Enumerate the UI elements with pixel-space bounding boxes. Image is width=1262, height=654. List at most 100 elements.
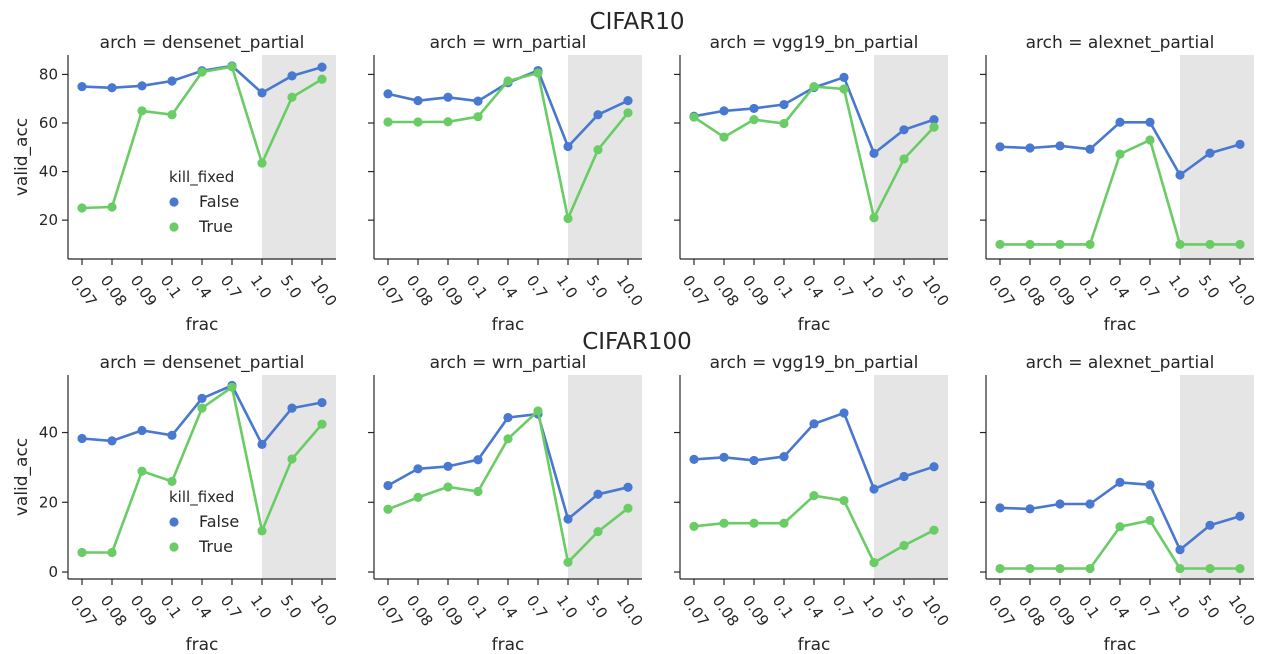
x-tick-label: 0.08 bbox=[1015, 272, 1049, 310]
data-point-true bbox=[287, 454, 297, 464]
x-tick-label: 0.7 bbox=[217, 272, 245, 302]
x-tick-label: 0.08 bbox=[97, 592, 131, 630]
data-point-true bbox=[809, 491, 819, 501]
data-point-false bbox=[167, 430, 177, 440]
x-tick-label: 0.08 bbox=[97, 272, 131, 310]
x-tick-label: 10.0 bbox=[613, 272, 647, 310]
data-point-false bbox=[1085, 144, 1095, 154]
x-axis-label: frac bbox=[492, 315, 525, 335]
shaded-region bbox=[568, 55, 642, 259]
panel-0-1: 0.070.080.090.1 0.4 0.7 1.0 5.0 10.0 arch = wr… bbox=[368, 33, 647, 335]
x-tick-label: 0.08 bbox=[709, 272, 743, 310]
x-tick-label: 5.0 bbox=[1195, 272, 1223, 302]
x-tick-label: 0.07 bbox=[679, 592, 713, 630]
data-point-false bbox=[257, 88, 267, 98]
panel-title: arch = alexnet_partial bbox=[1026, 33, 1215, 53]
x-tick-label: 0.08 bbox=[403, 592, 437, 630]
x-tick-label: 1.0 bbox=[247, 272, 275, 302]
data-point-true bbox=[689, 521, 699, 531]
data-point-false bbox=[1145, 480, 1155, 490]
x-tick-label: 0.08 bbox=[709, 592, 743, 630]
legend-marker-false bbox=[169, 517, 179, 527]
legend-label-true: True bbox=[198, 537, 233, 556]
data-point-true bbox=[749, 115, 759, 125]
x-tick-label: 0.09 bbox=[739, 592, 773, 630]
legend: kill_fixed False True bbox=[169, 168, 239, 236]
x-tick-label: 1.0 bbox=[553, 592, 581, 622]
x-tick-label: 0.07 bbox=[373, 592, 407, 630]
data-point-false bbox=[689, 454, 699, 464]
shaded-region bbox=[874, 55, 948, 259]
panel-1-2: 0.070.080.090.1 0.4 0.7 1.0 5.0 10.0 arch = vg… bbox=[674, 353, 953, 654]
data-point-true bbox=[623, 503, 633, 513]
x-tick-label: 0.07 bbox=[985, 592, 1019, 630]
data-point-true bbox=[227, 62, 237, 72]
data-point-false bbox=[1115, 117, 1125, 127]
data-point-false bbox=[1205, 148, 1215, 158]
panel-0-2: 0.070.080.090.1 0.4 0.7 1.0 5.0 10.0 arch = vg… bbox=[674, 33, 953, 335]
x-tick-label: 0.09 bbox=[433, 272, 467, 310]
panel-title: arch = densenet_partial bbox=[100, 33, 305, 53]
data-point-false bbox=[1055, 141, 1065, 151]
data-point-true bbox=[839, 84, 849, 94]
legend: kill_fixed False True bbox=[169, 488, 239, 556]
x-tick-label: 0.7 bbox=[829, 272, 857, 302]
x-tick-label: 0.4 bbox=[1105, 592, 1133, 622]
data-point-false bbox=[317, 397, 327, 408]
data-point-false bbox=[137, 425, 147, 436]
data-point-false bbox=[719, 452, 729, 462]
x-axis-label: frac bbox=[186, 315, 219, 335]
data-point-true bbox=[227, 382, 237, 392]
data-point-false bbox=[1025, 143, 1035, 153]
data-point-false bbox=[473, 96, 483, 106]
panel-0-3: 0.070.080.090.1 0.4 0.7 1.0 5.0 10.0 arch = al… bbox=[980, 33, 1259, 335]
panel-1-1: 0.070.080.090.1 0.4 0.7 1.0 5.0 10.0 arch = wr… bbox=[368, 353, 647, 654]
x-tick-label: 0.1 bbox=[157, 592, 185, 622]
x-tick-label: 0.4 bbox=[493, 592, 521, 622]
x-tick-label: 0.1 bbox=[1075, 272, 1103, 302]
x-tick-label: 0.7 bbox=[1135, 272, 1163, 302]
data-point-false bbox=[1175, 170, 1185, 180]
data-point-false bbox=[839, 408, 849, 418]
data-point-true bbox=[689, 112, 699, 122]
data-point-true bbox=[1235, 563, 1245, 574]
data-point-false bbox=[1205, 520, 1215, 530]
row-title-cifar10: CIFAR10 bbox=[590, 9, 685, 35]
x-axis-label: frac bbox=[186, 635, 219, 654]
data-point-true bbox=[473, 112, 483, 122]
data-point-true bbox=[1085, 563, 1095, 574]
data-point-true bbox=[317, 419, 327, 429]
x-tick-label: 0.7 bbox=[217, 592, 245, 622]
x-tick-label: 5.0 bbox=[277, 592, 305, 622]
legend-marker-true bbox=[169, 222, 179, 232]
panel-title: arch = alexnet_partial bbox=[1026, 353, 1215, 373]
x-tick-label: 5.0 bbox=[889, 592, 917, 622]
data-point-false bbox=[593, 489, 603, 499]
y-tick-label: 20 bbox=[39, 493, 58, 511]
data-point-false bbox=[257, 439, 267, 449]
legend-label-false: False bbox=[199, 192, 239, 211]
data-point-true bbox=[563, 557, 573, 567]
data-point-false bbox=[1235, 511, 1245, 521]
data-point-true bbox=[719, 518, 729, 528]
data-point-true bbox=[1055, 563, 1065, 574]
panel-title: arch = wrn_partial bbox=[430, 353, 587, 373]
x-tick-label: 0.1 bbox=[769, 592, 797, 622]
data-point-false bbox=[413, 96, 423, 106]
data-point-true bbox=[383, 117, 393, 127]
data-point-false bbox=[1115, 477, 1125, 488]
data-point-true bbox=[779, 518, 789, 528]
data-point-false bbox=[383, 89, 393, 99]
x-tick-label: 0.09 bbox=[127, 592, 161, 630]
x-tick-label: 1.0 bbox=[859, 272, 887, 302]
data-point-false bbox=[995, 142, 1005, 152]
legend-label-true: True bbox=[198, 217, 233, 236]
shaded-region bbox=[1180, 375, 1254, 579]
data-point-false bbox=[77, 433, 87, 444]
data-point-false bbox=[1055, 499, 1065, 509]
data-point-false bbox=[1145, 117, 1155, 127]
data-point-false bbox=[623, 482, 633, 492]
data-point-false bbox=[749, 455, 759, 466]
x-tick-label: 10.0 bbox=[1225, 592, 1259, 630]
data-point-false bbox=[443, 92, 453, 102]
